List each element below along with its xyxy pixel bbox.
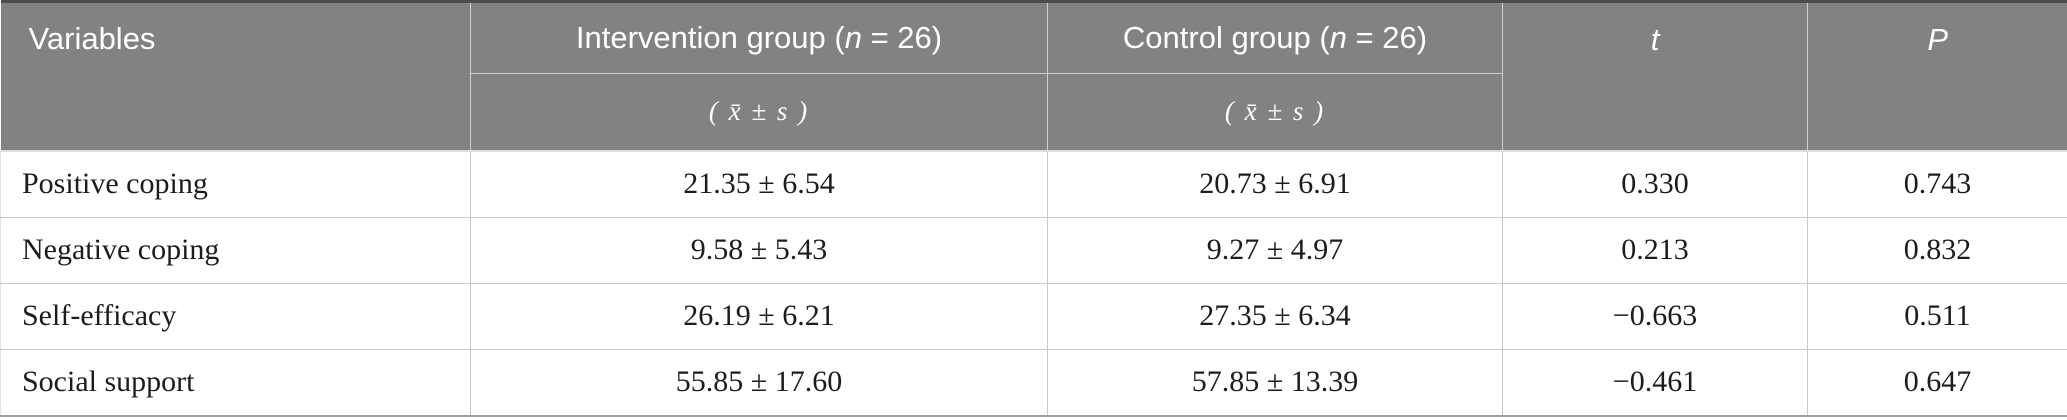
table-body: Positive coping 21.35 ± 6.54 20.73 ± 6.9… xyxy=(0,149,2067,417)
cell-t-value: 0.330 xyxy=(1502,149,1808,218)
control-group-label: Control group ( xyxy=(1122,20,1330,55)
cell-variable: Social support xyxy=(0,348,471,417)
cell-intervention-value: 9.58 ± 5.43 xyxy=(470,216,1048,284)
intervention-group-label: Intervention group ( xyxy=(575,20,845,55)
table-row: Negative coping 9.58 ± 5.43 9.27 ± 4.97 … xyxy=(0,216,2067,284)
column-header-control-group: Control group (n = 26) xyxy=(1047,1,1503,74)
mean-sd-notation: ( x̄ ± s ) xyxy=(708,96,810,127)
control-group-n-count: = 26) xyxy=(1346,20,1428,55)
column-header-t-statistic: t xyxy=(1502,1,1808,151)
cell-p-value: 0.832 xyxy=(1807,216,2067,284)
header-row-1: Variables Intervention group (n = 26) Co… xyxy=(0,1,2067,151)
intervention-mean-sd-header: ( x̄ ± s ) xyxy=(470,73,1048,151)
cell-control-value: 27.35 ± 6.34 xyxy=(1047,282,1503,350)
header-row-2: ( x̄ ± s ) ( x̄ ± s ) xyxy=(1,73,2067,151)
cell-control-value: 9.27 ± 4.97 xyxy=(1047,216,1503,284)
p-label: P xyxy=(1927,22,1949,57)
control-mean-sd-header: ( x̄ ± s ) xyxy=(1047,73,1503,151)
column-header-variables: Variables xyxy=(0,1,471,151)
column-header-intervention-group: Intervention group (n = 26) xyxy=(470,1,1048,74)
cell-p-value: 0.743 xyxy=(1807,149,2067,218)
cell-p-value: 0.511 xyxy=(1807,282,2067,350)
table-header: Variables Intervention group (n = 26) Co… xyxy=(0,1,2067,151)
t-label: t xyxy=(1650,22,1660,57)
cell-t-value: 0.213 xyxy=(1502,216,1808,284)
n-symbol: n xyxy=(844,20,862,55)
table-row: Positive coping 21.35 ± 6.54 20.73 ± 6.9… xyxy=(0,149,2067,218)
cell-control-value: 20.73 ± 6.91 xyxy=(1047,149,1503,218)
cell-p-value: 0.647 xyxy=(1807,348,2067,417)
mean-sd-notation: ( x̄ ± s ) xyxy=(1224,96,1326,127)
intervention-group-n-count: = 26) xyxy=(861,20,943,55)
cell-t-value: −0.663 xyxy=(1502,282,1808,350)
cell-intervention-value: 21.35 ± 6.54 xyxy=(470,149,1048,218)
column-header-p-value: P xyxy=(1807,1,2067,151)
variables-label: Variables xyxy=(28,21,156,56)
cell-variable: Negative coping xyxy=(0,216,471,284)
cell-control-value: 57.85 ± 13.39 xyxy=(1047,348,1503,417)
table-row: Social support 55.85 ± 17.60 57.85 ± 13.… xyxy=(0,348,2067,417)
cell-intervention-value: 55.85 ± 17.60 xyxy=(470,348,1048,417)
n-symbol: n xyxy=(1329,20,1347,55)
cell-t-value: −0.461 xyxy=(1502,348,1808,417)
table-row: Self-efficacy 26.19 ± 6.21 27.35 ± 6.34 … xyxy=(0,282,2067,350)
cell-variable: Self-efficacy xyxy=(0,282,471,350)
cell-intervention-value: 26.19 ± 6.21 xyxy=(470,282,1048,350)
cell-variable: Positive coping xyxy=(0,149,471,218)
